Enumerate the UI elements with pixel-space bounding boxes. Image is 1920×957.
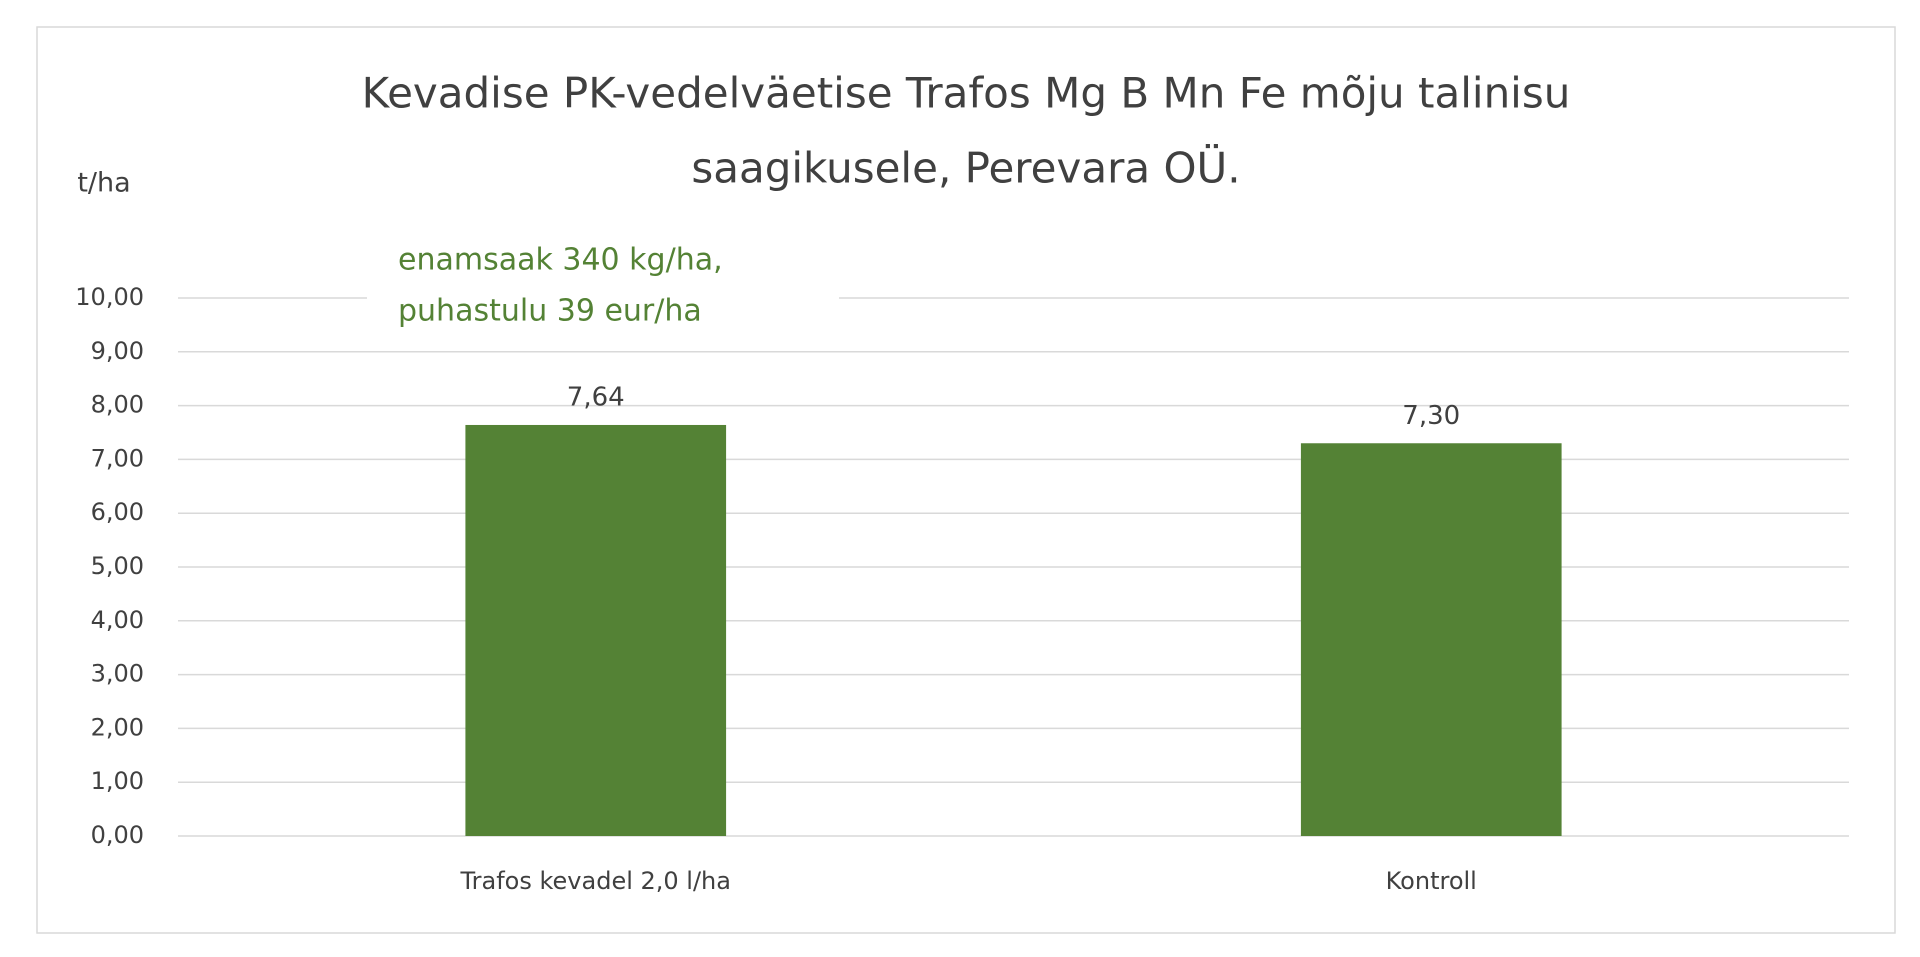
grid [178,297,1849,837]
y-tick-label: 5,00 [91,552,144,580]
y-tick-label: 0,00 [91,821,144,849]
bar [1300,443,1562,836]
y-tick-label: 3,00 [91,660,144,688]
value-label: 7,64 [567,382,625,412]
chart-title: saagikusele, Perevara OÜ. [691,143,1240,193]
x-tick-label: Kontroll [1386,867,1477,895]
y-tick-label: 9,00 [91,337,144,365]
chart-title: Kevadise PK-vedelväetise Trafos Mg B Mn … [362,69,1571,118]
y-tick-label: 4,00 [91,606,144,634]
annotation-background [367,240,839,335]
y-tick-label: 1,00 [91,767,144,795]
y-tick-label: 10,00 [75,283,144,311]
x-tick-label: Trafos kevadel 2,0 l/ha [460,867,731,895]
y-axis-label: t/ha [77,168,130,199]
y-tick-label: 8,00 [91,391,144,419]
y-tick-label: 2,00 [91,713,144,741]
y-tick-label: 6,00 [91,498,144,526]
annotation: enamsaak 340 kg/ha, [398,243,723,278]
bar [465,424,727,836]
annotation: puhastulu 39 eur/ha [398,294,702,329]
y-tick-label: 7,00 [91,444,144,472]
value-label: 7,30 [1402,401,1460,431]
